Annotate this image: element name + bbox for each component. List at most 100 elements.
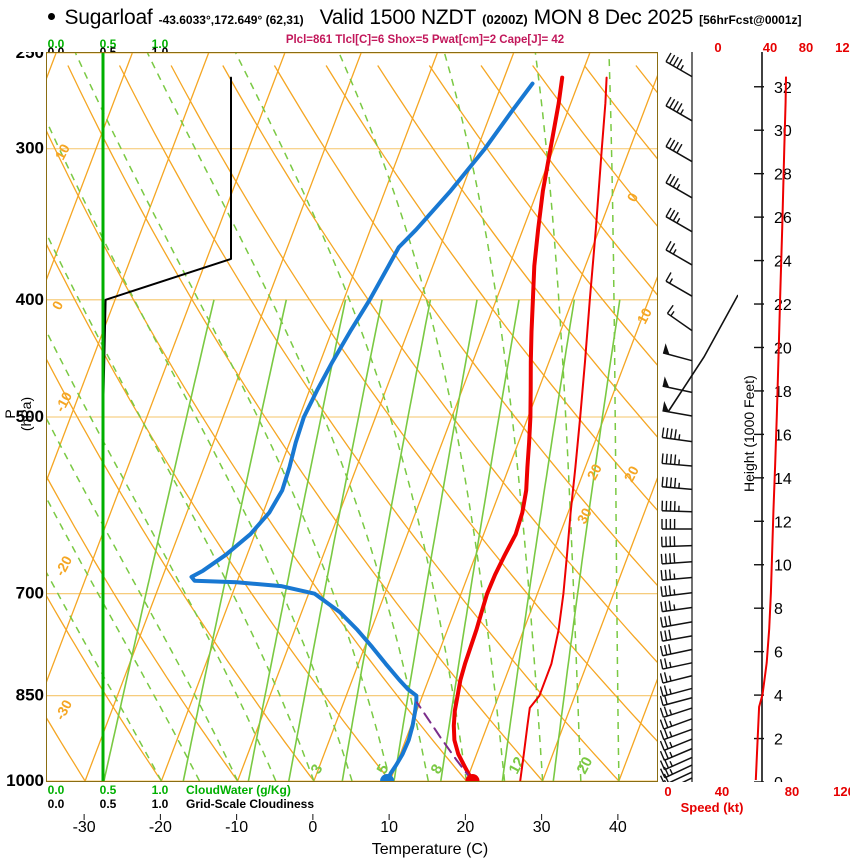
height-tick: 20: [774, 340, 792, 357]
cloudiness-tick-bottom: 1.0: [152, 797, 169, 811]
wind-barb: [660, 658, 693, 670]
temperature-tick: 20: [456, 819, 474, 836]
wind-barb: [660, 747, 693, 762]
wind-barb: [660, 694, 693, 707]
wind-barb: [660, 764, 693, 779]
skewt-plot-area[interactable]: 10 -10 -20 -30 0 0 10 20 20 30 3 5 8 12 20: [46, 52, 658, 782]
wind-barb: [662, 376, 693, 394]
series-dewpoint: [189, 81, 535, 781]
series-grid-scale-cloudiness: [102, 76, 232, 781]
top-speed-axis: 0 40 80 120 0.00.0 0.50.5 1.01.0: [48, 37, 850, 56]
wind-barb: [660, 644, 693, 657]
temperature-tick: -10: [225, 819, 248, 836]
wind-barb: [660, 706, 693, 719]
grid-label: 20: [574, 754, 597, 777]
wind-barb: [660, 756, 693, 771]
series-temperature: [451, 75, 565, 781]
wind-barb: [661, 427, 693, 443]
pressure-tick: 300: [16, 139, 44, 158]
wind-barb: [665, 272, 693, 297]
height-tick: 22: [774, 297, 792, 314]
cloudiness-tick-bottom: 0.5: [100, 797, 117, 811]
pressure-tick: 700: [16, 584, 44, 603]
series-parcel-path: [415, 701, 474, 781]
wind-barb: [665, 207, 693, 233]
cloudiness-tick-top: 1.0: [152, 45, 169, 56]
wind-barb: [661, 518, 692, 530]
series-wind-speed-profile: [519, 76, 608, 781]
pressure-axis: 250 300 400 500 700 850 1000: [6, 52, 44, 790]
cloudwater-tick-top: 0.0: [48, 37, 65, 51]
grid-label: 0: [624, 190, 642, 205]
grid-label: -20: [52, 553, 76, 579]
height-tick: 24: [774, 254, 792, 271]
cloudwater-tick-bottom: 0.5: [100, 784, 117, 797]
wind-barb: [665, 240, 693, 266]
pressure-tick: 850: [16, 686, 44, 705]
cloudiness-tick-bottom: 0.0: [48, 797, 65, 811]
wind-barb: [660, 672, 693, 684]
cloudwater-tick-top: 0.5: [100, 37, 117, 51]
station-coordinates: -43.6033°,172.649° (62,31): [158, 13, 304, 27]
wind-barb-column: [660, 52, 738, 782]
cloudwater-axis-label: CloudWater (g/Kg): [186, 784, 291, 797]
wind-barb: [660, 629, 693, 642]
temperature-tick: 40: [609, 819, 627, 836]
station-marker-icon: [48, 13, 56, 20]
wind-barb: [661, 453, 693, 467]
height-tick: 12: [774, 514, 792, 531]
valid-date: MON 8 Dec 2025: [533, 6, 694, 29]
speed-tick-top: 80: [799, 40, 813, 55]
wind-barb: [660, 615, 693, 628]
cloudiness-axis-label: Grid-Scale Cloudiness: [186, 797, 314, 811]
grid-label: 30: [574, 505, 596, 526]
wind-barb: [660, 600, 693, 613]
grid-label: -30: [52, 697, 76, 723]
grid-label: 20: [584, 461, 606, 482]
pressure-tick: 500: [16, 407, 44, 426]
speed-tick-bottom: 40: [715, 784, 729, 799]
pressure-tick: 400: [16, 290, 44, 309]
speed-tick-bottom: 0: [664, 784, 671, 799]
cloudiness-tick-top: 0.0: [48, 45, 65, 56]
forecast-hour: [56hrFcst@0001z]: [699, 13, 802, 27]
wind-barb: [665, 137, 693, 163]
wind-barb: [660, 717, 693, 730]
height-tick: 6: [774, 645, 783, 662]
cloudiness-tick-top: 0.5: [100, 45, 117, 56]
temperature-tick: 0: [308, 819, 317, 836]
cloudwater-tick-bottom: 1.0: [152, 784, 169, 797]
temperature-tick: -30: [73, 819, 96, 836]
wind-barb: [665, 96, 693, 122]
wind-barb: [660, 777, 693, 782]
height-tick: 32: [774, 80, 792, 97]
height-axis-label: Height (1000 Feet): [741, 375, 757, 492]
grid-label: 12: [506, 754, 529, 777]
wind-barb: [661, 476, 693, 491]
speed-axis-label: Speed (kt): [681, 800, 744, 815]
pressure-tick: 250: [16, 52, 44, 62]
temperature-tick: -20: [149, 819, 172, 836]
stability-indices: Plcl=861 Tlcl[C]=6 Shox=5 Pwat[cm]=2 Cap…: [285, 34, 565, 46]
station-name: Sugarloaf: [64, 6, 153, 29]
pressure-axis-label: P (hPa): [2, 396, 34, 432]
grid-label: -10: [52, 389, 76, 415]
wind-barb: [660, 728, 693, 741]
height-tick: 30: [774, 123, 792, 140]
wind-barb: [662, 343, 693, 362]
grid-label: 10: [634, 305, 656, 326]
height-tick: 4: [774, 688, 783, 705]
wind-barb: [660, 738, 693, 751]
wind-barb: [662, 400, 693, 417]
header: Sugarloaf -43.6033°,172.649° (62,31) Val…: [0, 6, 850, 32]
temperature-tick: 10: [380, 819, 398, 836]
wind-barb: [660, 771, 693, 782]
temperature-axis-label: Temperature (C): [372, 841, 488, 858]
wind-barb: [665, 52, 693, 78]
height-tick: 2: [774, 732, 783, 749]
wind-barb: [660, 569, 693, 581]
height-tick: 0: [774, 775, 783, 782]
height-tick: 10: [774, 558, 792, 575]
surface-temperature-marker: [465, 774, 480, 781]
